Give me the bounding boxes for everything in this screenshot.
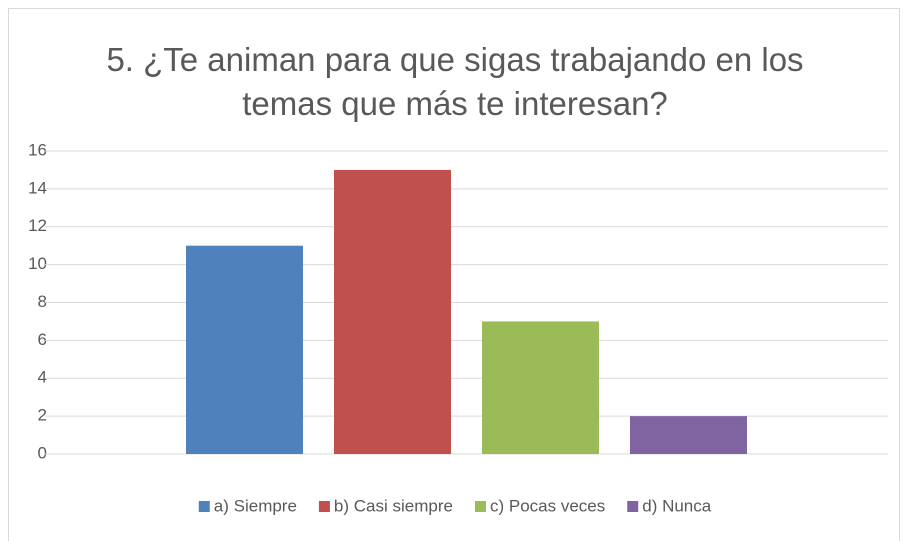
y-tick-label: 10 [28, 254, 47, 273]
legend-label: b) Casi siempre [334, 496, 453, 515]
legend-swatch [318, 501, 330, 512]
legend-swatch [627, 501, 639, 512]
bar [630, 416, 747, 454]
y-tick-label: 0 [38, 443, 47, 462]
y-tick-label: 12 [28, 216, 47, 235]
y-tick-label: 16 [28, 140, 47, 159]
y-tick-label: 4 [38, 368, 47, 387]
bar [186, 245, 303, 454]
legend-swatch [198, 501, 210, 512]
bar [334, 169, 451, 454]
bar [482, 321, 599, 454]
legend-label: c) Pocas veces [490, 496, 605, 515]
legend-label: d) Nunca [642, 496, 712, 515]
y-tick-label: 8 [38, 292, 47, 311]
legend-label: a) Siempre [214, 496, 297, 515]
chart-title: 5. ¿Te animan para que sigas trabajando … [106, 41, 804, 122]
y-tick-label: 2 [38, 406, 47, 425]
y-tick-label: 6 [38, 330, 47, 349]
legend-swatch [474, 501, 486, 512]
y-tick-label: 14 [28, 178, 47, 197]
chart-border [8, 8, 900, 541]
